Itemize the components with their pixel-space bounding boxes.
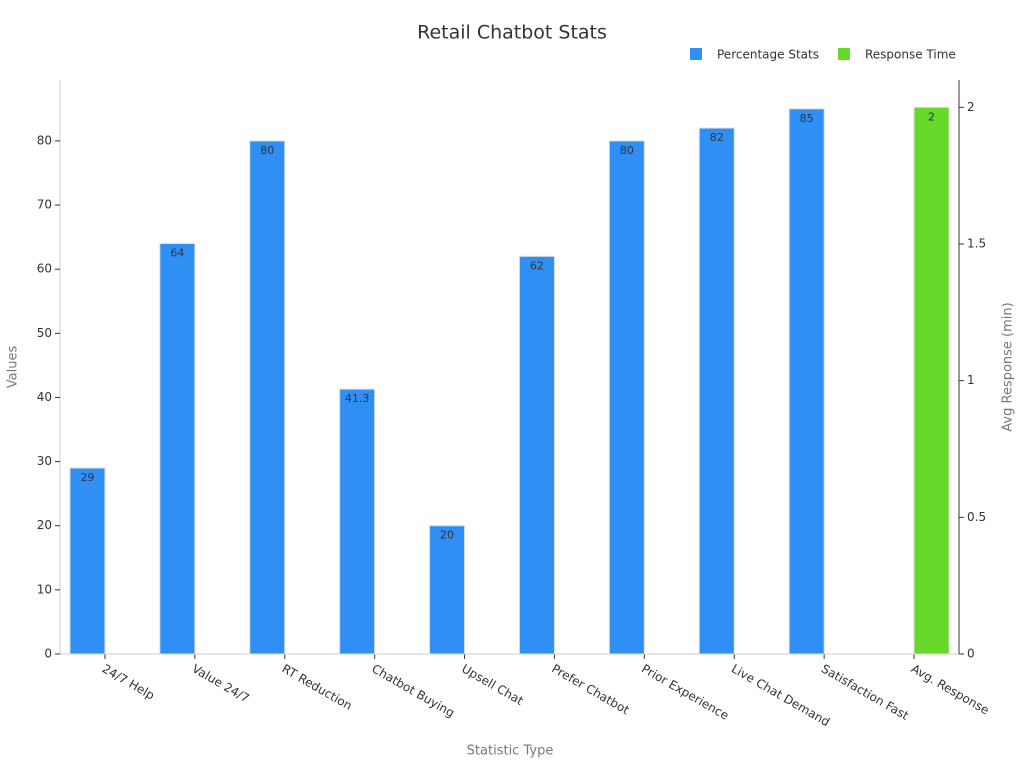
y-tick-label: 10 <box>37 582 52 596</box>
data-label: 29 <box>80 471 94 484</box>
data-label: 80 <box>620 144 634 157</box>
x-tick-label: Prefer Chatbot <box>549 662 632 718</box>
x-tick-label: RT Reduction <box>280 662 355 713</box>
bar <box>913 106 950 655</box>
data-label: 62 <box>530 259 544 272</box>
data-label: 85 <box>800 112 814 125</box>
legend-swatch <box>837 48 850 60</box>
y2-axis-label: Avg Response (min) <box>1001 302 1016 431</box>
x-tick-label: Live Chat Demand <box>729 662 832 730</box>
y-tick-label: 70 <box>37 198 52 212</box>
chart-title: Retail Chatbot Stats <box>417 22 607 44</box>
x-tick-label: Upsell Chat <box>459 662 526 709</box>
x-axis-label: Statistic Type <box>467 744 554 759</box>
legend-label: Percentage Stats <box>717 48 819 62</box>
x-tick-label: Satisfaction Fast <box>819 662 911 723</box>
legend-swatch <box>690 48 702 60</box>
y-axis-label: Values <box>6 346 21 389</box>
bar <box>69 467 106 655</box>
bar <box>698 127 735 655</box>
y2-tick-label: 2 <box>967 100 975 114</box>
bar <box>249 140 286 655</box>
y-tick-label: 50 <box>37 326 52 340</box>
bar <box>159 243 196 655</box>
data-label: 2 <box>928 110 935 123</box>
data-label: 80 <box>260 144 274 157</box>
data-label: 82 <box>710 131 724 144</box>
y2-tick-label: 0.5 <box>967 510 986 524</box>
y2-tick-label: 1.5 <box>967 237 986 251</box>
bar <box>788 108 825 655</box>
bar <box>518 255 555 655</box>
x-tick-label: Value 24/7 <box>190 662 252 706</box>
y-tick-label: 20 <box>37 518 52 532</box>
y2-tick-label: 1 <box>967 373 975 387</box>
legend-label: Response Time <box>865 48 956 62</box>
y-tick-label: 0 <box>44 647 52 661</box>
data-label: 64 <box>170 247 184 260</box>
bar <box>339 388 376 655</box>
y-tick-label: 40 <box>37 390 52 404</box>
x-tick-label: Avg. Response <box>909 662 992 718</box>
y2-tick-label: 0 <box>967 647 975 661</box>
x-tick-label: Chatbot Buying <box>369 662 457 721</box>
y-tick-label: 60 <box>37 262 52 276</box>
data-label: 41.3 <box>345 392 370 405</box>
bar <box>608 140 645 655</box>
bar <box>429 525 466 655</box>
x-tick-label: Prior Experience <box>639 662 731 723</box>
y-tick-label: 80 <box>37 133 52 147</box>
x-tick-label: 24/7 Help <box>100 662 157 703</box>
data-label: 20 <box>440 529 454 542</box>
y-tick-label: 30 <box>37 454 52 468</box>
